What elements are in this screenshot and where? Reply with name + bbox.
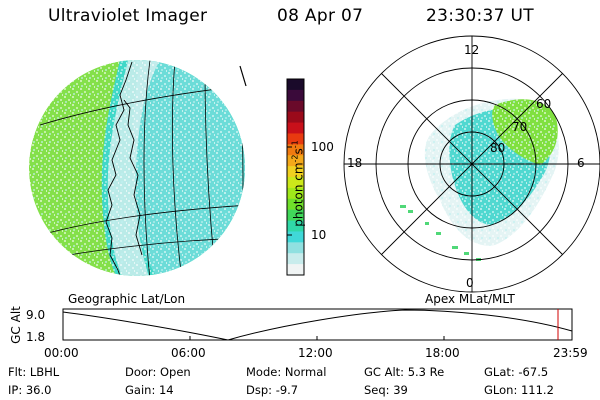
mlt-label-18: 18 <box>347 156 363 170</box>
geographic-label: Geographic Lat/Lon <box>68 292 186 306</box>
colorbar-tick-10: 10 <box>311 228 327 242</box>
colorbar-swatch <box>287 231 304 243</box>
timeline-xtick-1200: 12:00 <box>298 346 333 360</box>
mlt-label-0: 0 <box>466 276 474 290</box>
colorbar-swatch <box>287 187 304 200</box>
colorbar-swatch <box>287 89 304 102</box>
info-door: Door: Open <box>125 365 191 379</box>
altitude-timeline <box>62 308 573 341</box>
info-mode: Mode: Normal <box>246 365 327 379</box>
colorbar-swatch <box>287 155 304 167</box>
colorbar-swatch <box>287 166 304 178</box>
colorbar-swatch <box>287 111 304 124</box>
colorbar-swatch <box>287 264 304 276</box>
colorbar-swatch <box>287 133 304 145</box>
info-ip: IP: 36.0 <box>8 383 52 397</box>
info-glon: GLon: 111.2 <box>484 383 554 397</box>
colorbar-swatch <box>287 198 304 211</box>
polar-grid <box>343 35 600 293</box>
info-gc-alt: GC Alt: 5.3 Re <box>364 365 445 379</box>
colorbar-swatch <box>287 122 304 134</box>
timeline-ytick-top: 9.0 <box>26 308 46 322</box>
info-filter: Flt: LBHL <box>8 365 60 379</box>
colorbar-swatch <box>287 177 304 189</box>
colorbar-swatch <box>287 242 304 254</box>
timeline-ytick-bottom: 1.8 <box>26 330 46 344</box>
lat-label-70: 70 <box>512 120 528 134</box>
info-dsp: Dsp: -9.7 <box>246 383 299 397</box>
instrument-title: Ultraviolet Imager <box>48 6 208 26</box>
mlt-label-12: 12 <box>464 43 480 57</box>
info-glat: GLat: -67.5 <box>484 365 549 379</box>
timeline-ylabel: GC Alt <box>9 306 23 344</box>
colorbar-swatch <box>287 100 304 113</box>
colorbar-swatch <box>287 253 304 265</box>
colorbar <box>287 79 304 276</box>
time-label: 23:30:37 UT <box>426 6 534 26</box>
date-label: 08 Apr 07 <box>277 6 364 26</box>
colorbar-unit: photon cm-2s-1 <box>290 140 306 227</box>
timeline-xtick-0600: 06:00 <box>171 346 206 360</box>
colorbar-swatch <box>287 79 304 91</box>
info-gain: Gain: 14 <box>125 383 174 397</box>
lat-label-80: 80 <box>490 141 506 155</box>
lat-label-60: 60 <box>536 97 552 111</box>
colorbar-swatch <box>287 144 304 156</box>
geographic-image <box>29 60 245 276</box>
mlt-label-6: 6 <box>577 156 585 170</box>
timeline-xtick-0000: 00:00 <box>44 346 79 360</box>
colorbar-swatch <box>287 220 304 232</box>
colorbar-tick-100: 100 <box>311 140 334 154</box>
timeline-xtick-1800: 18:00 <box>425 346 460 360</box>
colorbar-swatch <box>287 209 304 222</box>
timeline-xtick-2359: 23:59 <box>553 346 588 360</box>
apex-label: Apex MLat/MLT <box>425 292 515 306</box>
info-seq: Seq: 39 <box>364 383 408 397</box>
